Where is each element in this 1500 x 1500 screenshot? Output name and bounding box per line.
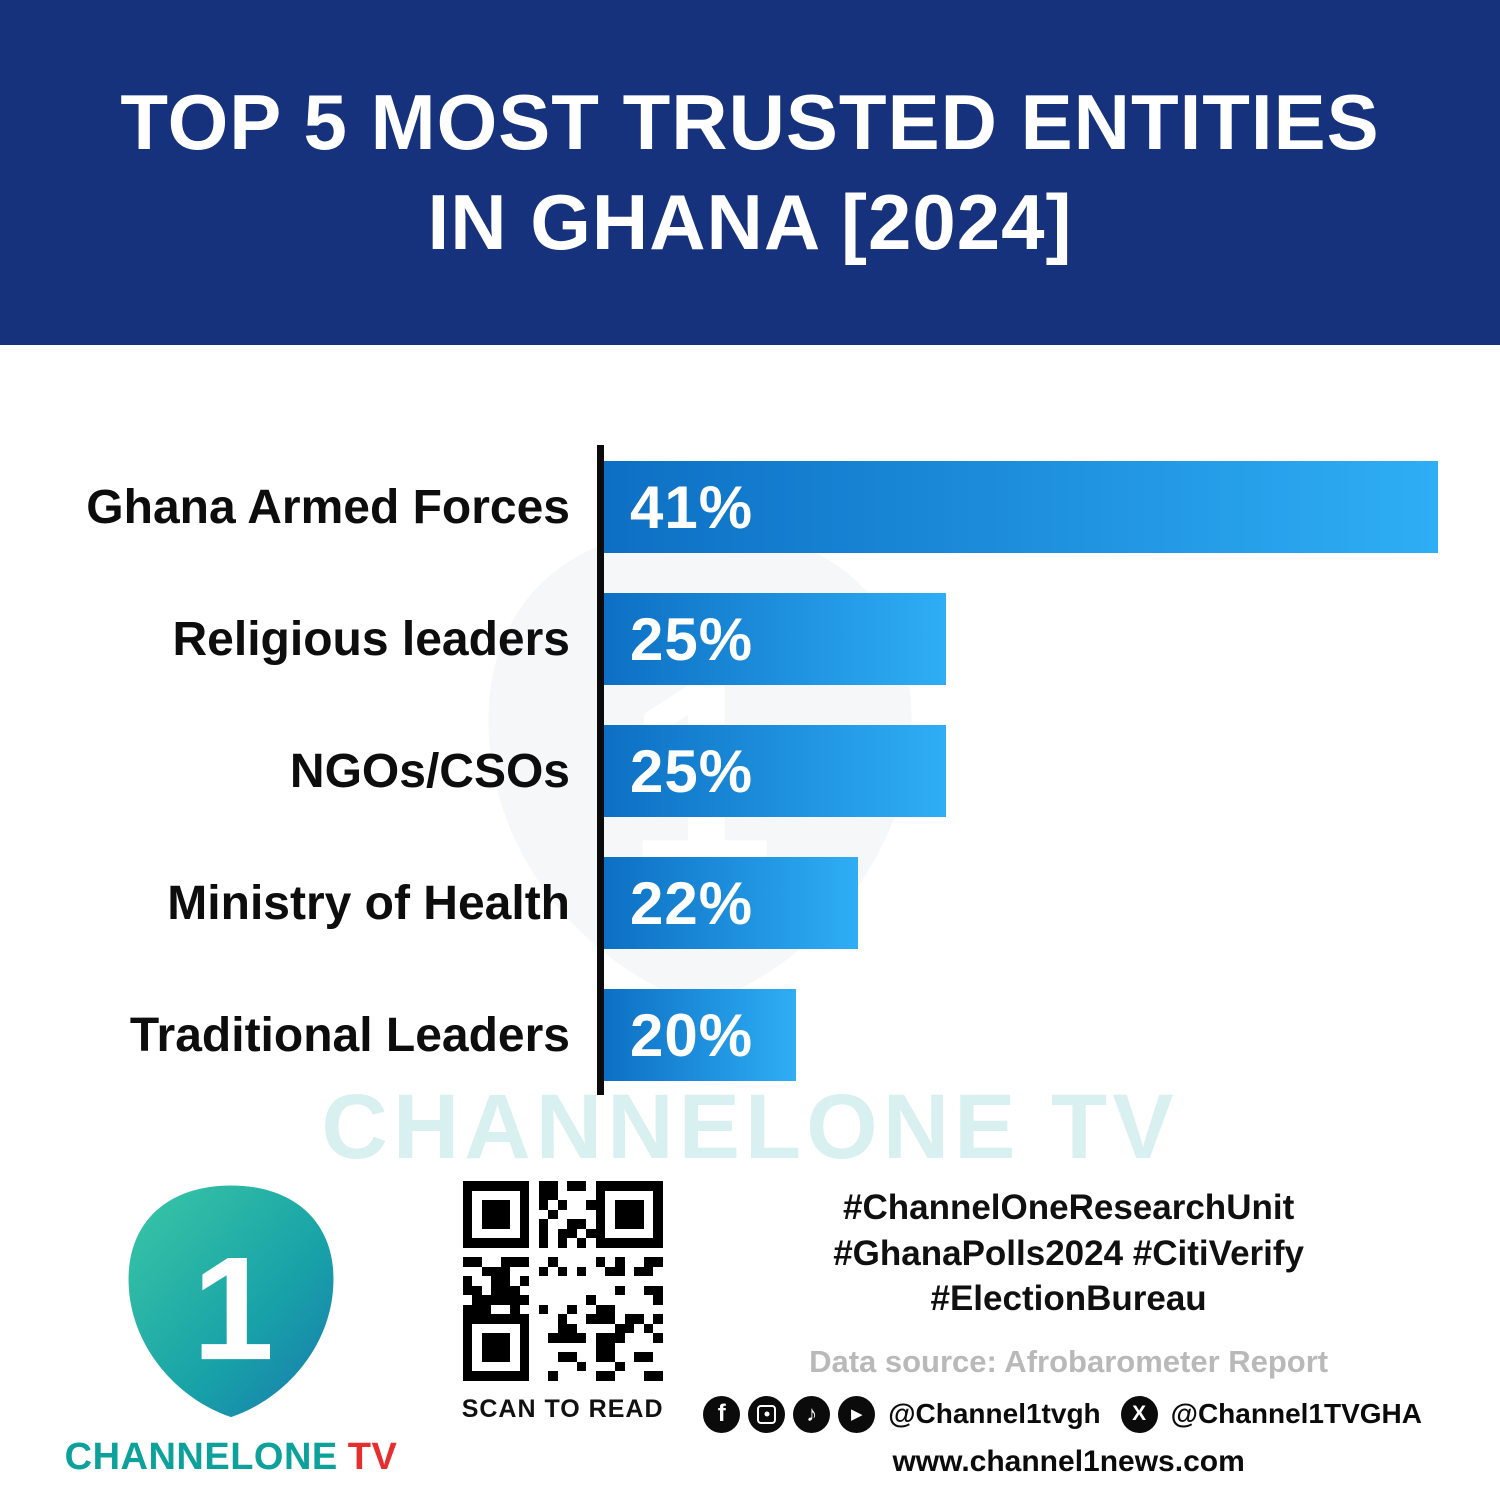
bar-area: 25% <box>604 593 1438 685</box>
youtube-icon <box>838 1395 876 1433</box>
page-title-line-2: IN GHANA [2024] <box>427 177 1073 266</box>
bar-label: Religious leaders <box>172 612 570 666</box>
bar: 25% <box>604 725 946 817</box>
page-title-line-1: TOP 5 MOST TRUSTED ENTITIES <box>120 77 1380 166</box>
bar-label: Ghana Armed Forces <box>86 480 570 534</box>
bar-label: Ministry of Health <box>167 876 570 930</box>
bar: 20% <box>604 989 796 1081</box>
hashtags: #ChannelOneResearchUnit #GhanaPolls2024 … <box>703 1185 1434 1322</box>
chart-row: Religious leaders 25% <box>0 593 1438 685</box>
qr-code <box>462 1181 663 1381</box>
chart-row: Ministry of Health 22% <box>0 857 1438 949</box>
bar: 41% <box>604 461 1438 553</box>
bar-value: 25% <box>630 605 754 673</box>
bar: 22% <box>604 857 859 949</box>
chart-axis <box>597 445 604 1095</box>
bar-area: 22% <box>604 857 1438 949</box>
x-icon <box>1120 1395 1158 1433</box>
qr-caption: SCAN TO READ <box>461 1395 664 1423</box>
bar-label: NGOs/CSOs <box>289 744 570 798</box>
bar-label: Traditional Leaders <box>129 1008 570 1062</box>
bar-area: 41% <box>604 461 1438 553</box>
bar-value: 41% <box>630 473 754 541</box>
logo-tv-text: TV <box>347 1436 398 1478</box>
hashtag-line-3: #ElectionBureau <box>930 1279 1207 1318</box>
bar-chart: 1 Ghana Armed Forces 41% Religious leade… <box>0 445 1500 1095</box>
channel-one-logo-icon: 1 <box>128 1185 334 1418</box>
tiktok-icon <box>793 1395 831 1433</box>
social-handle-x: @Channel1TVGHA <box>1170 1398 1422 1429</box>
channel-one-watermark: CHANNELONE TV <box>321 1076 1179 1178</box>
bar: 25% <box>604 593 946 685</box>
hashtag-line-1: #ChannelOneResearchUnit <box>842 1188 1295 1227</box>
bar-area: 25% <box>604 725 1438 817</box>
hashtag-line-2: #GhanaPolls2024 #CitiVerify <box>833 1233 1304 1273</box>
chart-rows: Ghana Armed Forces 41% Religious leaders… <box>0 461 1438 1081</box>
social-handle-main: @Channel1tvgh <box>888 1398 1101 1429</box>
header-banner: TOP 5 MOST TRUSTED ENTITIES IN GHANA [20… <box>0 0 1500 345</box>
instagram-icon <box>748 1395 786 1433</box>
bar-area: 20% <box>604 989 1438 1081</box>
bar-value: 25% <box>630 737 754 805</box>
footer: 1 CHANNELONE TV SCAN TO READ #ChannelOneR… <box>0 1181 1500 1479</box>
chart-row: NGOs/CSOs 25% <box>0 725 1438 817</box>
bar-value: 22% <box>630 869 754 937</box>
qr-block: SCAN TO READ <box>422 1181 703 1424</box>
logo-channelone-text: CHANNELONE <box>64 1436 338 1478</box>
channel-one-logo: 1 CHANNELONE TV <box>65 1181 398 1479</box>
logo-wordmark: CHANNELONE TV <box>65 1436 398 1479</box>
facebook-icon <box>703 1395 741 1433</box>
logo-one: 1 <box>192 1227 274 1391</box>
data-source: Data source: Afrobarometer Report <box>809 1343 1329 1379</box>
chart-row: Ghana Armed Forces 41% <box>0 461 1438 553</box>
bar-value: 20% <box>630 1001 754 1069</box>
chart-row: Traditional Leaders 20% <box>0 989 1438 1081</box>
website-url: www.channel1news.com <box>892 1444 1245 1478</box>
social-row: @Channel1tvgh @Channel1TVGHA <box>703 1395 1434 1433</box>
footer-info: #ChannelOneResearchUnit #GhanaPolls2024 … <box>703 1181 1434 1479</box>
